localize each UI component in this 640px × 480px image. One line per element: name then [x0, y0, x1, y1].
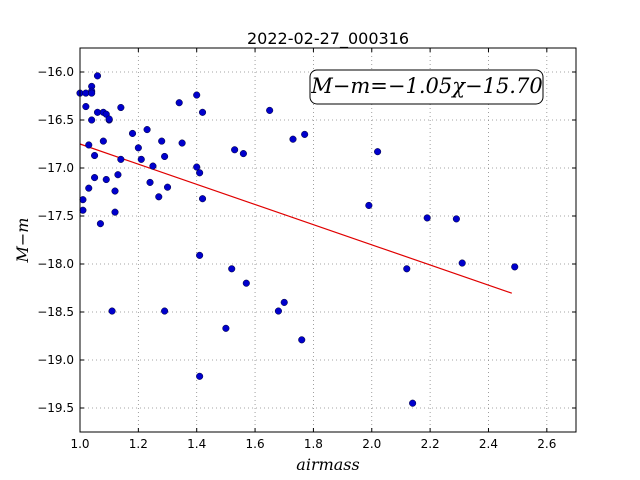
data-points	[76, 72, 519, 407]
data-point	[365, 201, 373, 209]
x-tick-label: 1.8	[304, 437, 323, 451]
data-point	[102, 175, 110, 184]
data-point	[85, 141, 93, 149]
data-point	[111, 208, 119, 216]
data-point	[137, 155, 145, 163]
data-point	[96, 220, 104, 228]
data-point	[222, 324, 230, 332]
data-point	[196, 251, 204, 259]
data-point	[409, 399, 417, 407]
plot-frame	[79, 47, 577, 433]
data-point	[458, 259, 466, 267]
data-point	[198, 195, 207, 203]
x-tick-label: 1.2	[129, 437, 148, 451]
data-point	[79, 206, 87, 214]
data-point	[242, 279, 250, 287]
data-point	[149, 162, 157, 170]
y-tick-label: −16.5	[37, 113, 74, 127]
y-tick-label: −18.5	[37, 305, 74, 319]
data-point	[117, 103, 125, 112]
data-point	[301, 130, 309, 138]
data-point	[134, 144, 142, 152]
data-point	[193, 163, 201, 171]
data-point	[114, 171, 122, 179]
data-point	[161, 307, 169, 315]
y-tick-label: −19.0	[37, 353, 74, 367]
data-point	[239, 150, 247, 158]
axis-ticks: 1.0 1.2 1.4 1.6 1.8 2.0 2.2 2.4 2.6 −16.0 −16.5 −17…	[37, 48, 576, 451]
y-tick-label: −17.0	[37, 161, 74, 175]
data-point	[231, 146, 239, 154]
x-axis-label: airmass	[296, 455, 359, 474]
data-point	[511, 263, 519, 271]
y-tick-label: −16.0	[37, 65, 74, 79]
data-point	[143, 126, 151, 134]
data-point	[452, 215, 460, 223]
x-tick-label: 2.6	[537, 437, 556, 451]
data-point	[423, 214, 431, 222]
data-point	[82, 103, 90, 111]
annotation-box	[309, 69, 544, 105]
data-point	[91, 174, 99, 182]
data-point	[146, 178, 154, 186]
y-tick-label: −17.5	[37, 209, 74, 223]
data-point	[196, 169, 204, 177]
data-point	[111, 187, 119, 195]
y-tick-label: −19.5	[37, 401, 74, 415]
x-tick-label: 2.0	[362, 437, 381, 451]
data-point	[117, 155, 125, 163]
data-point	[175, 99, 183, 107]
y-axis-label: M−m	[13, 218, 32, 264]
data-point	[196, 372, 204, 380]
data-point	[198, 108, 207, 116]
data-point	[85, 184, 93, 192]
x-tick-label: 1.6	[246, 437, 265, 451]
data-point	[403, 265, 411, 273]
data-point	[163, 183, 172, 191]
data-point	[93, 72, 102, 80]
data-point	[274, 307, 282, 315]
data-point	[108, 307, 116, 315]
data-point	[105, 115, 113, 123]
x-tick-label: 2.2	[421, 437, 440, 451]
chart-title: 2022-02-27_000316	[247, 29, 409, 49]
data-point	[266, 106, 274, 114]
data-point	[158, 137, 166, 145]
data-point	[228, 265, 236, 273]
data-point	[193, 91, 201, 99]
x-tick-label: 2.4	[479, 437, 498, 451]
y-tick-label: −18.0	[37, 257, 74, 271]
x-tick-label: 1.0	[70, 437, 89, 451]
x-tick-label: 1.4	[187, 437, 206, 451]
data-point	[280, 298, 288, 306]
data-point	[161, 152, 169, 161]
data-point	[91, 151, 99, 160]
annotation-text: M−m=−1.05χ−15.70	[310, 74, 542, 98]
data-point	[289, 135, 297, 143]
data-point	[99, 137, 107, 145]
data-point	[88, 89, 96, 97]
data-point	[178, 139, 186, 147]
data-point	[128, 129, 137, 137]
fit-annotation: M−m=−1.05χ−15.70	[309, 69, 544, 105]
data-point	[374, 148, 382, 156]
data-point	[79, 196, 87, 204]
data-point	[88, 116, 96, 124]
data-point	[155, 193, 163, 201]
data-point	[298, 336, 306, 344]
